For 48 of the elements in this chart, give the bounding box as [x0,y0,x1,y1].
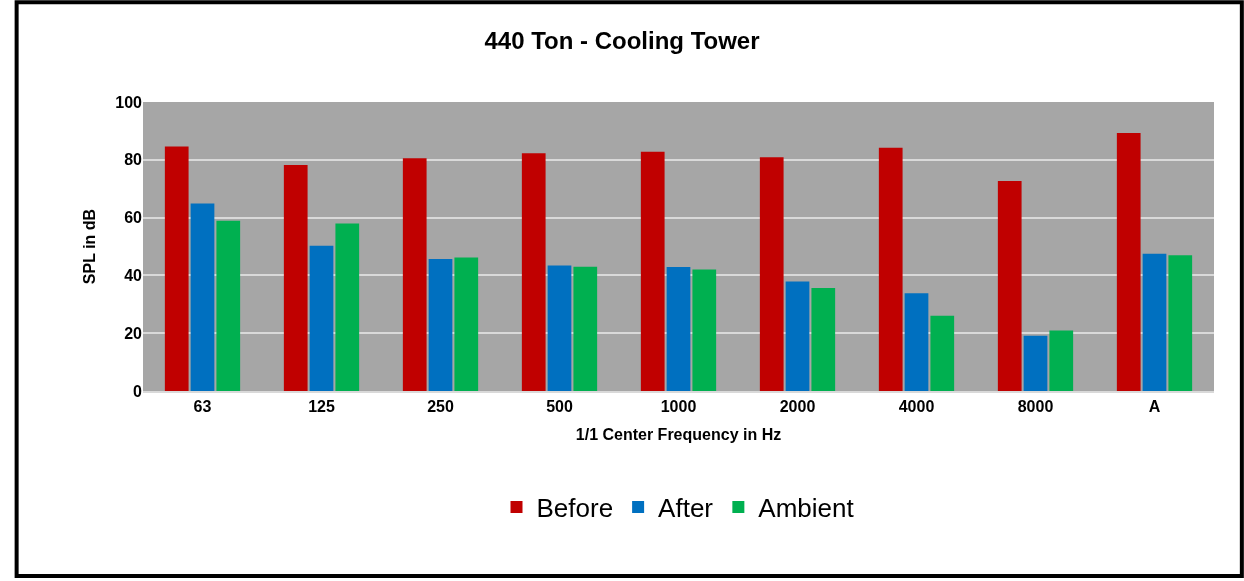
bar [190,203,215,391]
bar [878,147,903,391]
bar [1116,132,1141,391]
bar [997,180,1022,391]
bar [1142,253,1167,391]
bar [785,281,810,391]
y-axis-title: SPL in dB [81,208,99,285]
bar [811,288,836,391]
bar [335,223,360,391]
x-tick-label: 63 [193,398,212,416]
x-tick-label: 4000 [898,398,935,416]
bar [930,315,955,391]
y-tick-label: 40 [124,267,143,284]
bar [402,158,427,391]
bar [521,153,546,391]
legend-label: Ambient [758,493,855,524]
x-tick-label: A [1148,398,1161,416]
bar [1023,335,1048,391]
x-tick-label: 2000 [779,398,816,416]
y-tick-label: 80 [124,151,143,169]
chart-title: 440 Ton - Cooling Tower [484,27,760,55]
x-tick-label: 8000 [1017,398,1054,416]
bar [547,265,572,391]
bar [1168,255,1193,391]
x-tick-label: 125 [308,398,335,416]
bar [164,146,189,391]
bar [666,267,691,391]
y-tick-label: 60 [124,209,143,227]
x-axis-title: 1/1 Center Frequency in Hz [575,426,782,444]
bar [759,157,784,391]
bar [640,151,665,391]
x-tick-label: 1000 [660,398,697,416]
bar [428,258,453,391]
bar [1049,330,1074,391]
bar [573,266,598,391]
x-tick-label: 500 [546,398,573,416]
bar [904,293,929,391]
y-tick-label: 100 [115,93,143,111]
y-tick-label: 0 [133,382,143,400]
bar [309,245,334,391]
bar [216,220,241,391]
legend-label: Before [536,493,614,524]
x-tick-label: 250 [427,398,454,416]
bar [454,257,479,391]
bar [692,269,717,391]
legend-label: After [658,493,714,524]
bar [283,165,308,391]
y-tick-label: 20 [124,324,143,342]
